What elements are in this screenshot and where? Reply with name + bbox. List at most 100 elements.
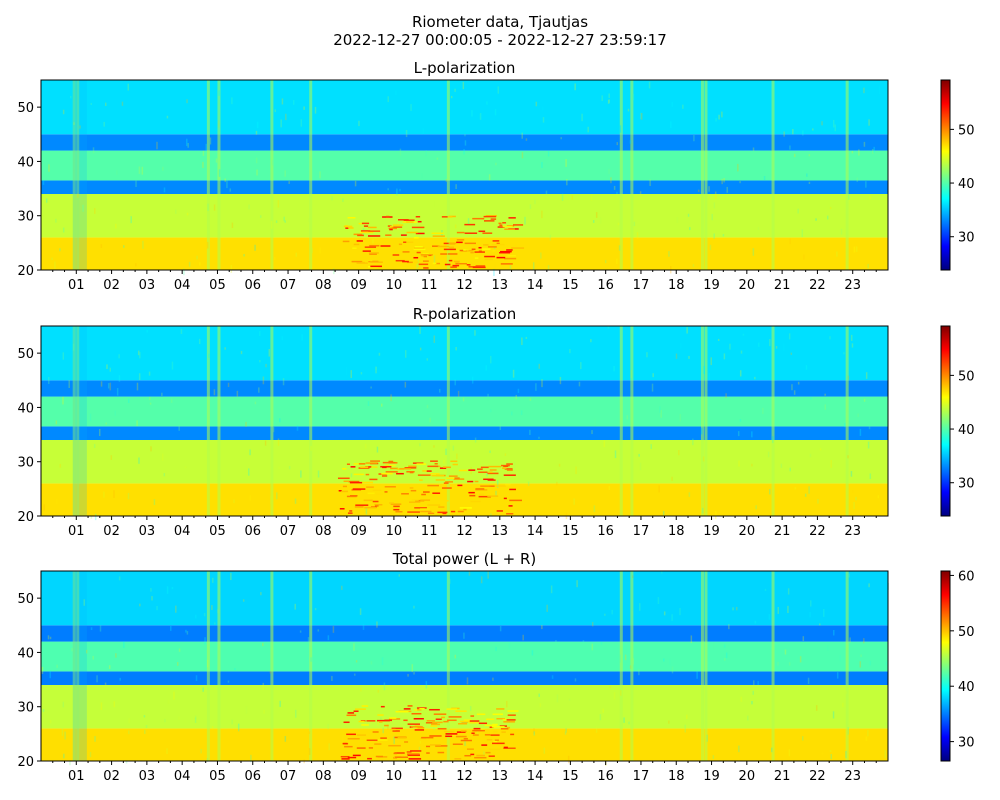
heatmap-speckle xyxy=(873,146,875,153)
heatmap-hotspot xyxy=(470,753,475,756)
heatmap-hotspot xyxy=(393,752,397,755)
heatmap-speckle xyxy=(671,101,674,107)
heatmap-hotspot xyxy=(341,490,348,493)
heatmap-streak xyxy=(72,80,87,270)
heatmap-streak xyxy=(771,326,775,516)
heatmap-hotspot xyxy=(339,508,345,510)
heatmap-speckle xyxy=(489,409,492,413)
heatmap-speckle xyxy=(869,660,872,666)
heatmap-speckle xyxy=(671,666,674,674)
heatmap-speckle xyxy=(319,171,321,179)
heatmap-hotspot xyxy=(470,715,475,717)
heatmap-speckle xyxy=(696,671,698,679)
heatmap-hotspot xyxy=(506,249,513,251)
heatmap-speckle xyxy=(231,719,233,725)
x-tick-label: 13 xyxy=(492,524,509,539)
heatmap-speckle xyxy=(149,402,152,405)
heatmap-speckle xyxy=(127,83,130,91)
heatmap-speckle xyxy=(754,376,756,380)
heatmap-speckle xyxy=(703,365,705,374)
heatmap-speckle xyxy=(600,642,603,645)
heatmap-speckle xyxy=(739,370,742,377)
heatmap-hotspot xyxy=(409,501,421,503)
heatmap-speckle xyxy=(295,252,298,257)
heatmap-hotspot xyxy=(472,729,485,732)
heatmap-speckle xyxy=(608,99,611,103)
heatmap-speckle xyxy=(213,204,216,211)
heatmap-streak xyxy=(217,80,221,270)
y-tick-label: 20 xyxy=(17,755,34,770)
heatmap-streak xyxy=(700,326,704,516)
heatmap-speckle xyxy=(327,723,329,730)
heatmap-speckle xyxy=(591,430,593,435)
y-tick-label: 40 xyxy=(17,155,34,170)
heatmap-hotspot xyxy=(435,262,441,265)
heatmap-speckle xyxy=(797,208,799,214)
heatmap-hotspot xyxy=(431,232,444,235)
heatmap-hotspot xyxy=(417,220,422,223)
heatmap-speckle xyxy=(353,643,355,651)
x-tick-label: 21 xyxy=(774,524,791,539)
heatmap-speckle xyxy=(59,463,62,468)
heatmap-speckle xyxy=(148,396,151,401)
heatmap-band xyxy=(41,426,888,440)
heatmap-hotspot xyxy=(502,222,507,224)
heatmap-hotspot xyxy=(459,720,471,723)
heatmap-speckle xyxy=(43,504,46,511)
heatmap-speckle xyxy=(865,181,867,188)
heatmap-hotspot xyxy=(412,462,424,464)
heatmap-speckle xyxy=(211,605,213,610)
heatmap-speckle xyxy=(863,638,865,644)
heatmap-speckle xyxy=(79,125,81,129)
heatmap-streak xyxy=(76,326,80,516)
heatmap-speckle xyxy=(663,658,665,662)
x-tick-label: 15 xyxy=(562,769,579,784)
heatmap-hotspot xyxy=(367,235,381,237)
heatmap-speckle xyxy=(467,218,470,224)
heatmap-hotspot xyxy=(460,730,467,733)
heatmap-speckle xyxy=(130,216,132,224)
heatmap-hotspot xyxy=(389,464,396,467)
heatmap-speckle xyxy=(723,178,725,183)
heatmap-speckle xyxy=(310,657,312,662)
heatmap-speckle xyxy=(114,410,116,416)
heatmap-speckle xyxy=(240,350,243,355)
heatmap-speckle xyxy=(170,625,172,631)
heatmap-speckle xyxy=(768,614,771,620)
heatmap-speckle xyxy=(708,186,710,192)
heatmap-speckle xyxy=(433,445,435,448)
heatmap-hotspot xyxy=(457,510,464,513)
heatmap-speckle xyxy=(45,198,48,203)
heatmap-speckle xyxy=(793,390,796,395)
heatmap-hotspot xyxy=(395,511,403,513)
heatmap-speckle xyxy=(109,382,112,391)
heatmap-hotspot xyxy=(343,721,350,724)
heatmap-speckle xyxy=(713,642,715,650)
heatmap-streak xyxy=(72,326,76,516)
heatmap-speckle xyxy=(723,353,726,360)
heatmap-speckle xyxy=(529,204,532,209)
heatmap-speckle xyxy=(499,423,502,430)
heatmap-speckle xyxy=(455,184,457,190)
heatmap-hotspot xyxy=(410,750,422,752)
colorbar-tick-label: 40 xyxy=(958,680,975,695)
heatmap-speckle xyxy=(203,612,206,617)
colorbar-tick-label: 30 xyxy=(958,477,975,492)
heatmap-speckle xyxy=(758,342,760,347)
heatmap-speckle xyxy=(556,694,559,703)
heatmap-hotspot xyxy=(411,226,425,229)
heatmap-hotspot xyxy=(352,754,361,757)
heatmap-speckle xyxy=(196,255,198,260)
heatmap-hotspot xyxy=(487,246,497,248)
heatmap-speckle xyxy=(755,505,757,510)
heatmap-speckle xyxy=(721,178,723,185)
heatmap-speckle xyxy=(668,658,671,665)
heatmap-speckle xyxy=(178,716,180,720)
heatmap-hotspot xyxy=(448,242,457,245)
heatmap-speckle xyxy=(285,113,287,121)
heatmap-speckle xyxy=(529,398,532,401)
heatmap-speckle xyxy=(752,248,755,256)
heatmap-speckle xyxy=(55,218,57,223)
heatmap-speckle xyxy=(486,101,488,105)
heatmap-speckle xyxy=(464,134,466,137)
